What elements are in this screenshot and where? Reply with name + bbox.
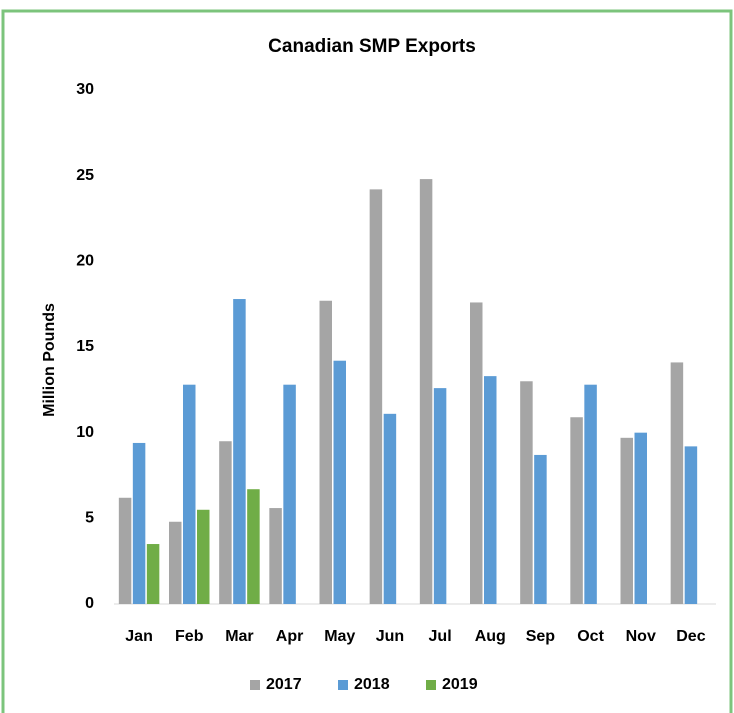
- y-tick-label: 25: [76, 167, 94, 184]
- bar: [670, 362, 684, 604]
- legend-swatch: [338, 680, 348, 690]
- bar: [520, 381, 533, 604]
- bar: [634, 432, 647, 604]
- y-tick-label: 5: [85, 510, 94, 527]
- y-tick-label: 15: [76, 338, 94, 355]
- bar: [219, 441, 232, 604]
- bar: [269, 508, 282, 604]
- bar: [183, 384, 196, 604]
- bar: [470, 302, 483, 604]
- bar: [118, 497, 132, 604]
- bar: [369, 189, 383, 604]
- x-tick-label: Aug: [475, 628, 506, 645]
- bar: [233, 299, 246, 604]
- legend-label: 2017: [266, 676, 302, 693]
- legend-swatch: [426, 680, 436, 690]
- bar: [146, 544, 160, 604]
- legend-label: 2018: [354, 676, 390, 693]
- x-tick-label: May: [324, 628, 355, 645]
- x-tick-label: Dec: [676, 628, 705, 645]
- legend-label: 2019: [442, 676, 478, 693]
- x-tick-label: Jan: [125, 628, 153, 645]
- bar: [132, 442, 146, 604]
- bar: [247, 489, 260, 604]
- bar: [419, 179, 433, 605]
- x-tick-label: Feb: [175, 628, 204, 645]
- y-axis-label: Million Pounds: [41, 303, 58, 417]
- x-tick-label: Apr: [276, 628, 304, 645]
- y-tick-label: 10: [76, 424, 94, 441]
- bar: [534, 454, 547, 604]
- bar: [584, 384, 597, 604]
- x-tick-label: Oct: [577, 628, 604, 645]
- x-tick-label: Jul: [429, 628, 452, 645]
- bar: [684, 446, 698, 604]
- chart-title: Canadian SMP Exports: [268, 36, 476, 57]
- bar: [620, 437, 633, 604]
- y-tick-label: 20: [76, 253, 94, 270]
- bar: [169, 521, 182, 604]
- bar: [197, 509, 210, 604]
- bar: [283, 384, 296, 604]
- bar: [484, 376, 497, 604]
- y-tick-label: 30: [76, 81, 94, 98]
- x-tick-label: Jun: [376, 628, 404, 645]
- x-tick-label: Nov: [626, 628, 656, 645]
- x-tick-label: Sep: [526, 628, 556, 645]
- bar: [319, 300, 332, 604]
- bar: [433, 388, 447, 604]
- legend-swatch: [250, 680, 260, 690]
- y-tick-label: 0: [85, 595, 94, 612]
- bar: [570, 417, 583, 604]
- bar: [333, 360, 346, 604]
- x-tick-label: Mar: [225, 628, 253, 645]
- frame: [1, 9, 733, 713]
- bar: [383, 413, 397, 604]
